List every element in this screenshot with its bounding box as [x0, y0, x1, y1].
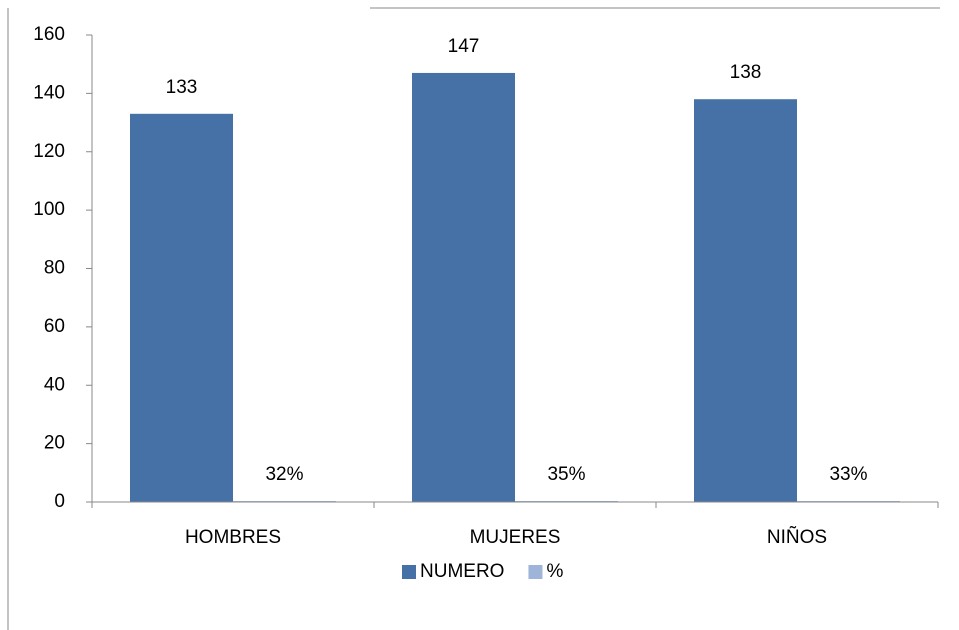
y-tick-label: 60: [44, 316, 65, 337]
legend-label: %: [546, 561, 563, 582]
data-label: 33%: [829, 464, 867, 485]
y-tick-label: 40: [44, 374, 65, 395]
y-tick-label: 20: [44, 433, 65, 454]
bar: [130, 113, 233, 503]
x-tick-label: NIÑOS: [767, 526, 827, 548]
bar: [515, 500, 618, 502]
y-tick-label: 120: [33, 141, 65, 162]
legend-label: NUMERO: [420, 561, 504, 582]
legend-swatch: [402, 565, 416, 579]
data-label: 133: [166, 77, 198, 98]
data-label: 147: [448, 36, 480, 57]
y-tick-label: 160: [33, 24, 65, 45]
bar: [694, 99, 797, 503]
y-tick-label: 100: [33, 199, 65, 220]
y-tick-label: 0: [54, 491, 65, 512]
legend-swatch: [528, 565, 543, 579]
y-tick-label: 80: [44, 258, 65, 279]
x-tick-label: MUJERES: [470, 527, 561, 548]
data-label: 35%: [547, 464, 585, 485]
x-tick-label: HOMBRES: [185, 527, 281, 548]
bar: [412, 72, 515, 502]
y-tick-label: 140: [33, 82, 65, 103]
data-label: 138: [730, 62, 762, 83]
data-label: 32%: [265, 464, 303, 485]
